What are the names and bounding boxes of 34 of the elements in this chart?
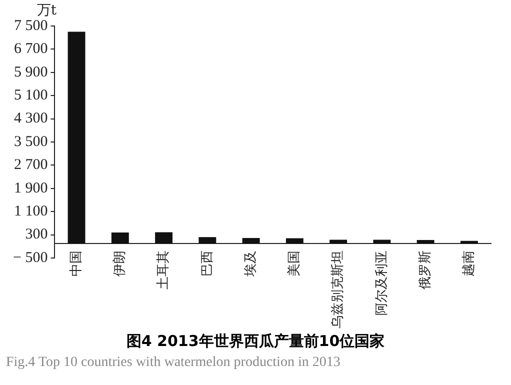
- x-tick-label: 巴西: [200, 250, 215, 276]
- bar: [242, 238, 260, 244]
- bar: [198, 237, 216, 244]
- y-tick-label: 3 500: [14, 134, 48, 150]
- y-tick-label: 7 500: [14, 18, 48, 34]
- text: 图4 2013年世界西瓜产量前10位国家: [125, 332, 386, 351]
- bar: [460, 240, 478, 244]
- y-tick-label: 5 900: [14, 64, 48, 80]
- y-tick-label: 6 700: [14, 41, 48, 58]
- y-tick-label: 5 100: [14, 88, 48, 104]
- y-tick-label: 4 300: [14, 110, 48, 127]
- x-tick-label: 越南: [462, 250, 477, 276]
- x-tick-label: 伊朗: [112, 250, 128, 276]
- y-tick-label: 2 700: [14, 157, 48, 174]
- bar: [68, 32, 86, 244]
- bar: [286, 238, 304, 244]
- bar: [330, 240, 348, 244]
- x-tick-label: 俄罗斯: [418, 250, 433, 290]
- bar: [416, 240, 434, 244]
- x-tick-label: 美国: [286, 250, 302, 276]
- x-tick-label: 阿尔及利亚: [374, 250, 390, 316]
- y-tick-label: 300: [25, 226, 48, 243]
- bar: [111, 232, 129, 244]
- x-tick-label: 土耳其: [156, 250, 172, 290]
- x-tick-label: 中国: [68, 250, 84, 276]
- y-tick-label: − 500: [12, 250, 48, 266]
- y-axis-title: 万t: [36, 2, 57, 19]
- y-tick-label: 1 100: [14, 204, 48, 220]
- bar: [373, 240, 391, 244]
- x-tick-label: 乌兹别克斯坦: [330, 250, 346, 328]
- bar: [155, 232, 173, 244]
- text: Fig.4 Top 10 countries with watermelon production in 2013: [5, 355, 342, 371]
- x-tick-label: 埃及: [243, 250, 258, 278]
- y-tick-label: 1 900: [14, 180, 48, 196]
